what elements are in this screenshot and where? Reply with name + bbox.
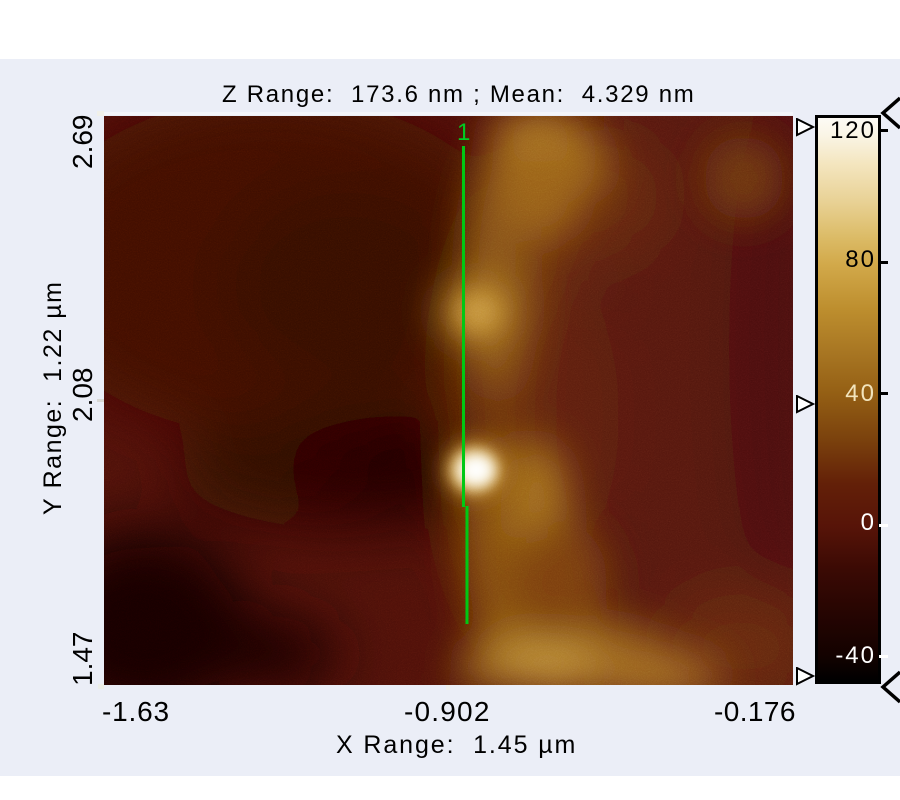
svg-text:1: 1 [457,119,470,146]
